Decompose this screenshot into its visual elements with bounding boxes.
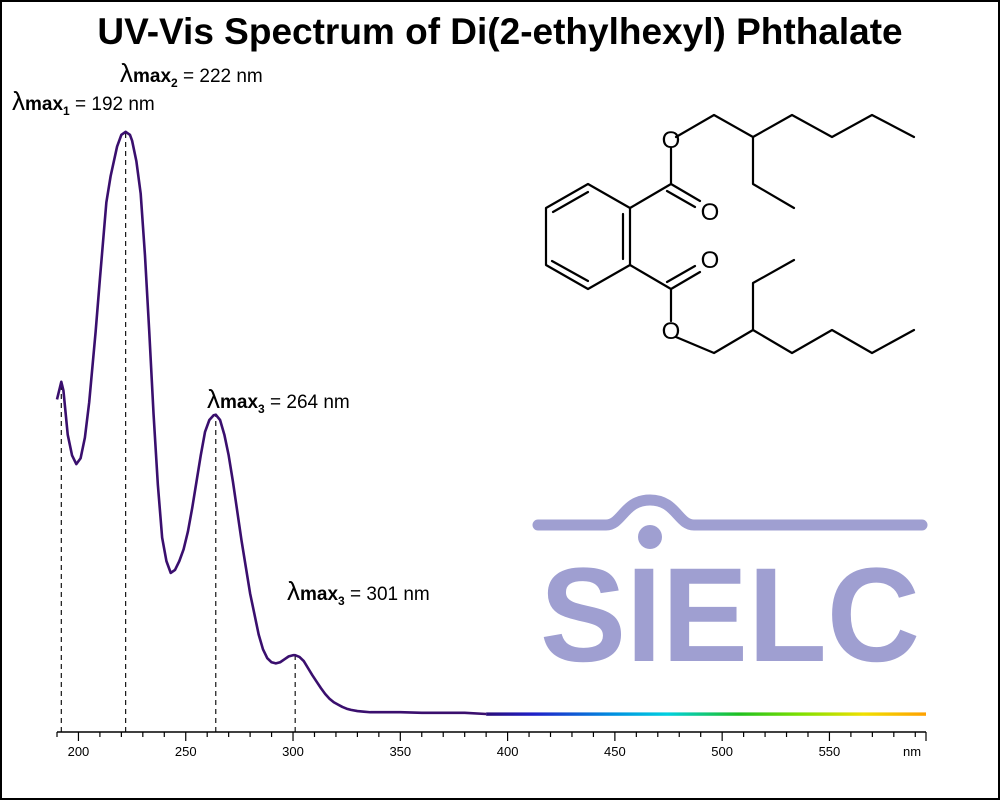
lambda-symbol: λ <box>207 384 220 414</box>
ester-lower <box>628 263 702 323</box>
logo-i-dot <box>638 525 662 549</box>
peak-index: 2 <box>171 76 178 90</box>
x-unit-label: nm <box>903 744 921 759</box>
x-tick-label: 500 <box>711 744 733 759</box>
logo-text: SIELC <box>540 541 920 690</box>
x-tick-label: 300 <box>282 744 304 759</box>
x-tick-label: 550 <box>819 744 841 759</box>
max-label: max <box>300 584 338 605</box>
x-tick-label: 400 <box>497 744 519 759</box>
max-label: max <box>25 94 63 115</box>
logo-arc <box>532 494 928 531</box>
chain-lower <box>674 258 916 355</box>
peak-value: = 301 nm <box>345 584 430 605</box>
molecule-structure <box>544 113 916 355</box>
oxygen-carbonyl-upper: O <box>701 199 720 226</box>
lambda-symbol: λ <box>12 86 25 116</box>
max-label: max <box>133 66 171 87</box>
peak-value: = 192 nm <box>70 94 155 115</box>
chart-title: UV-Vis Spectrum of Di(2-ethylhexyl) Phth… <box>97 11 903 52</box>
x-tick-label: 350 <box>389 744 411 759</box>
peak-annotation: λmax3 = 264 nm <box>207 384 350 416</box>
chain-upper <box>674 113 916 210</box>
benzene-inner-bonds <box>550 190 625 283</box>
peak-annotation: λmax3 = 301 nm <box>287 576 430 608</box>
lambda-symbol: λ <box>287 576 300 606</box>
sielc-logo: SIELC <box>532 494 928 690</box>
x-axis: 200 250 300 350 400 450 500 550 nm <box>56 731 927 759</box>
peak-index: 1 <box>63 104 70 118</box>
peak-markers <box>60 131 296 732</box>
spectrum-curve-group <box>55 130 926 716</box>
oxygen-carbonyl-lower: O <box>701 247 720 274</box>
peak-annotation: λmax1 = 192 nm <box>12 86 155 118</box>
peak-value: = 264 nm <box>265 392 350 413</box>
ester-upper <box>628 146 702 210</box>
x-tick-label: 200 <box>68 744 90 759</box>
peak-index: 3 <box>338 594 345 608</box>
oxygen-ester-lower: O <box>662 318 681 345</box>
x-tick-label: 450 <box>604 744 626 759</box>
peak-annotation: λmax2 = 222 nm <box>120 58 263 90</box>
benzene-ring <box>544 182 632 291</box>
spectrum-curve <box>55 130 487 716</box>
x-tick-label: 250 <box>175 744 197 759</box>
peak-value: = 222 nm <box>178 66 263 87</box>
lambda-symbol: λ <box>120 58 133 88</box>
max-label: max <box>220 392 258 413</box>
spectrum-visible-tail <box>486 712 926 716</box>
oxygen-ester-upper: O <box>662 127 681 154</box>
peak-index: 3 <box>258 402 265 416</box>
